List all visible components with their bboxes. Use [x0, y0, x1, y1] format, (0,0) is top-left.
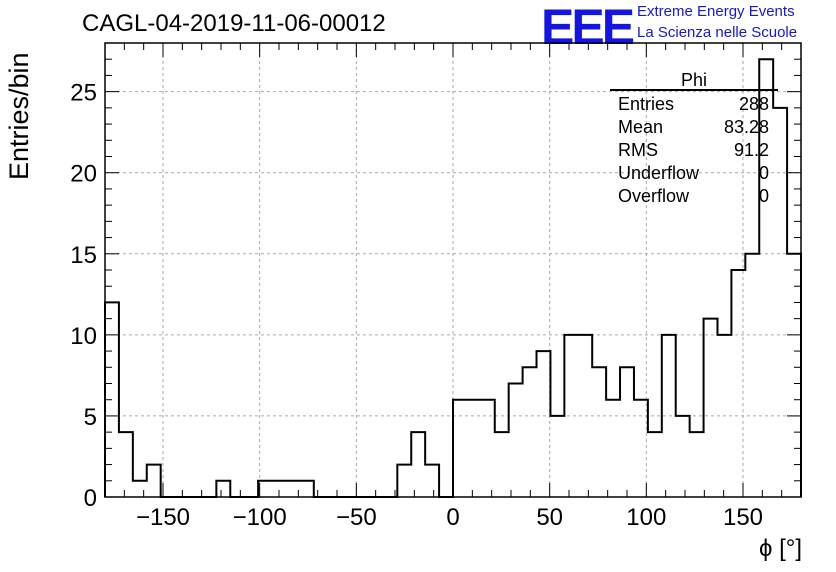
y-tick-label: 20 [70, 161, 97, 188]
histogram-bin [731, 270, 745, 497]
histogram-bin [704, 319, 718, 497]
histogram-bin [133, 481, 147, 497]
logo-tagline-1: Extreme Energy Events [637, 3, 795, 20]
stats-box-name: Phi [681, 70, 707, 90]
stats-row-value: 288 [739, 94, 769, 114]
y-tick-label: 5 [84, 404, 97, 431]
histogram-bin [411, 432, 425, 497]
logo-tagline-2: La Scienza nelle Scuole [637, 24, 798, 41]
stats-row-value: 83.28 [724, 117, 769, 137]
x-tick-label: −100 [233, 504, 287, 531]
histogram-bin [258, 481, 272, 497]
histogram-bin [620, 367, 634, 497]
histogram-bin [550, 416, 564, 497]
stats-row-label: Underflow [618, 163, 700, 183]
histogram-bin [425, 465, 439, 497]
y-tick-label: 10 [70, 323, 97, 350]
x-tick-label: 50 [536, 504, 563, 531]
histogram-bin [690, 432, 704, 497]
x-tick-label: 0 [446, 504, 459, 531]
histogram-bin [481, 400, 495, 497]
stats-row-label: Overflow [618, 186, 690, 206]
histogram-bin [119, 432, 133, 497]
chart-title: CAGL-04-2019-11-06-00012 [82, 10, 386, 37]
histogram-bin [453, 400, 467, 497]
histogram-bin [648, 432, 662, 497]
x-tick-label: −150 [136, 504, 190, 531]
histogram-bin [717, 335, 731, 497]
x-tick-label: 100 [626, 504, 666, 531]
histogram-bin [495, 432, 509, 497]
stats-row-value: 0 [759, 163, 769, 183]
x-tick-label: −50 [336, 504, 377, 531]
stats-row-value: 91.2 [734, 140, 769, 160]
histogram-bin [397, 465, 411, 497]
histogram-bin [286, 481, 300, 497]
histogram-bin [509, 384, 523, 498]
histogram-bin [564, 335, 578, 497]
x-axis-label: ϕ [°] [758, 535, 802, 562]
histogram-bin [523, 367, 537, 497]
histogram-bin [147, 465, 161, 497]
stats-row-label: RMS [618, 140, 658, 160]
stats-row-label: Mean [618, 117, 663, 137]
stats-row-value: 0 [759, 186, 769, 206]
histogram-bin [634, 400, 648, 497]
y-tick-label: 25 [70, 80, 97, 107]
histogram-bin [592, 367, 606, 497]
histogram-bin [662, 335, 676, 497]
histogram-bin [467, 400, 481, 497]
histogram-bin [216, 481, 230, 497]
histogram-bin [300, 481, 314, 497]
x-tick-label: 150 [723, 504, 763, 531]
histogram-bin [745, 254, 759, 497]
histogram-line [104, 58, 802, 498]
histogram-bin [578, 335, 592, 497]
histogram-bin [773, 108, 787, 497]
y-tick-label: 15 [70, 242, 97, 269]
histogram-bin [537, 351, 551, 497]
stats-row-label: Entries [618, 94, 674, 114]
y-tick-label: 0 [84, 485, 97, 512]
histogram-bin [676, 416, 690, 497]
histogram-bin [787, 254, 801, 497]
histogram-bin [606, 400, 620, 497]
